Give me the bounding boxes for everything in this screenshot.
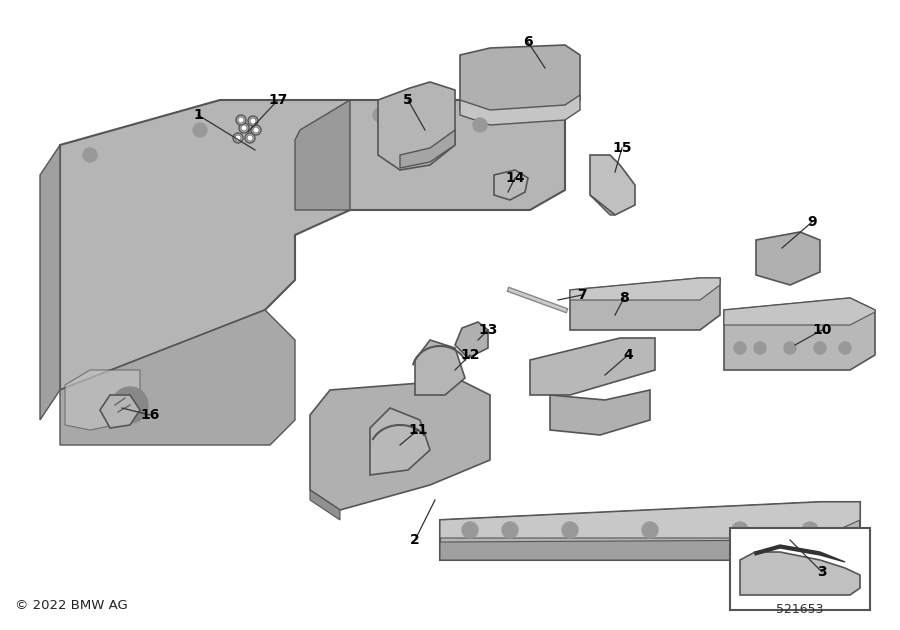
Polygon shape [415,340,465,395]
Circle shape [642,522,658,538]
Text: 8: 8 [619,291,629,305]
Circle shape [373,108,387,122]
Polygon shape [550,390,650,435]
Polygon shape [460,45,580,120]
Polygon shape [724,298,875,325]
Polygon shape [60,100,565,390]
Circle shape [814,342,826,354]
Text: © 2022 BMW AG: © 2022 BMW AG [15,599,128,612]
Polygon shape [570,278,720,330]
Text: 17: 17 [268,93,288,107]
Circle shape [235,135,241,141]
Polygon shape [310,380,490,510]
Polygon shape [310,490,340,520]
Text: 2: 2 [410,533,420,547]
Circle shape [784,342,796,354]
Circle shape [562,522,578,538]
Polygon shape [724,298,875,370]
Circle shape [248,116,258,126]
Polygon shape [370,408,430,475]
Circle shape [754,342,766,354]
Text: 14: 14 [505,171,525,185]
Text: 10: 10 [813,323,832,337]
FancyBboxPatch shape [730,528,870,610]
Polygon shape [455,322,488,358]
Polygon shape [440,502,860,538]
Polygon shape [590,155,635,215]
Circle shape [238,117,244,123]
Text: 16: 16 [140,408,159,422]
Text: 11: 11 [409,423,428,437]
Text: 3: 3 [817,565,827,579]
Text: 9: 9 [807,215,817,229]
Circle shape [193,123,207,137]
Circle shape [245,133,255,143]
Polygon shape [494,170,528,200]
Polygon shape [756,232,820,285]
Polygon shape [378,82,455,170]
Polygon shape [755,545,845,562]
Circle shape [734,342,746,354]
Polygon shape [65,370,140,430]
Circle shape [112,387,148,423]
Text: 4: 4 [623,348,633,362]
Circle shape [502,522,518,538]
Polygon shape [570,278,720,300]
Polygon shape [740,552,860,595]
Polygon shape [440,540,860,560]
Text: 13: 13 [478,323,498,337]
Circle shape [250,118,256,124]
Circle shape [462,522,478,538]
Text: 12: 12 [460,348,480,362]
Polygon shape [40,145,60,420]
Circle shape [241,125,247,131]
Polygon shape [400,130,455,168]
Circle shape [253,127,259,133]
Text: 7: 7 [577,288,587,302]
Circle shape [802,522,818,538]
Circle shape [732,522,748,538]
Polygon shape [440,502,860,560]
Text: 521653: 521653 [776,603,824,616]
Circle shape [247,135,253,141]
Circle shape [839,342,851,354]
Polygon shape [295,100,350,210]
Circle shape [473,118,487,132]
Text: 15: 15 [612,141,632,155]
Text: 6: 6 [523,35,533,49]
Polygon shape [60,310,295,445]
Circle shape [251,125,261,135]
Circle shape [83,148,97,162]
Polygon shape [100,395,140,428]
Polygon shape [460,95,580,125]
Circle shape [239,123,249,133]
Circle shape [233,133,243,143]
Text: 1: 1 [194,108,202,122]
Polygon shape [530,338,655,395]
Polygon shape [590,195,615,215]
Text: 5: 5 [403,93,413,107]
Circle shape [236,115,246,125]
